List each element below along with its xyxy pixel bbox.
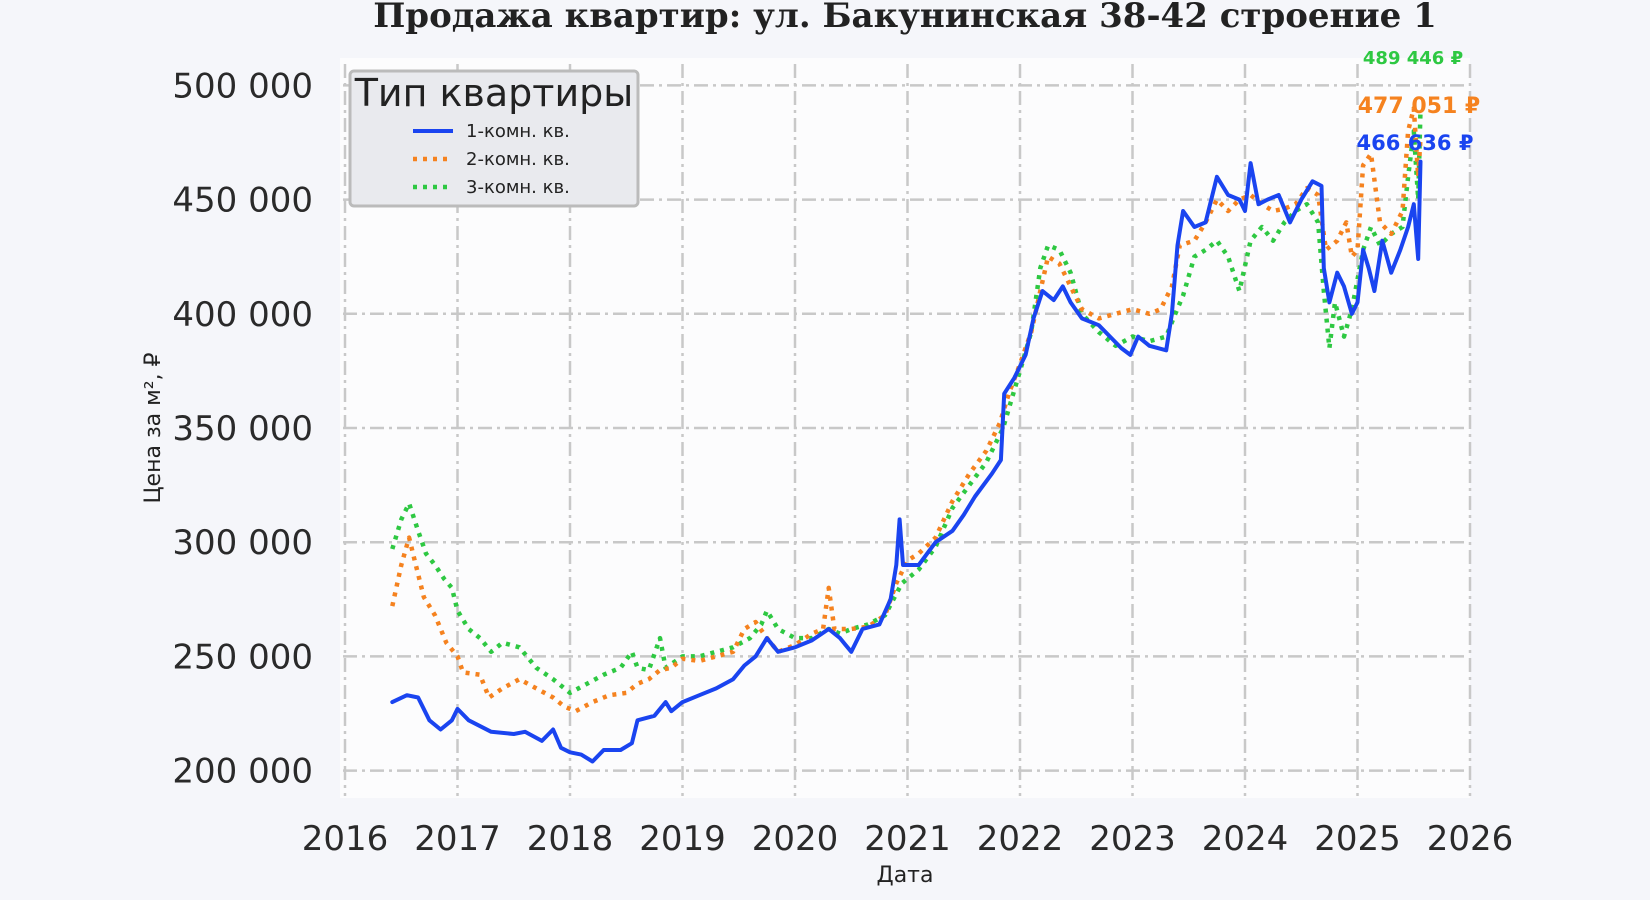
x-tick-label: 2025 xyxy=(1314,819,1401,859)
y-axis-label: Цена за м², ₽ xyxy=(141,352,166,503)
end-value-label-1: 466 636 ₽ xyxy=(1357,131,1474,155)
series-layer xyxy=(390,105,1423,764)
x-tick-label: 2017 xyxy=(414,819,501,859)
chart-title: Продажа квартир: ул. Бакунинская 38-42 с… xyxy=(373,0,1437,36)
legend-label-3: 3-комн. кв. xyxy=(466,177,570,198)
end-labels: 466 636 ₽ 477 051 ₽ 489 446 ₽ xyxy=(1357,48,1481,155)
x-tick-label: 2024 xyxy=(1202,819,1289,859)
x-tick-label: 2026 xyxy=(1427,819,1514,859)
series-line-2 xyxy=(390,105,1423,714)
legend: Тип квартиры 1-комн. кв. 2-комн. кв. 3-ком… xyxy=(348,69,640,208)
y-tick-label: 350 000 xyxy=(172,409,313,449)
legend-title: Тип квартиры xyxy=(354,71,634,115)
y-tick-label: 500 000 xyxy=(172,66,313,106)
y-tick-label: 250 000 xyxy=(172,637,313,677)
series-line-1 xyxy=(390,159,1423,764)
x-tick-label: 2023 xyxy=(1089,819,1176,859)
y-tick-label: 200 000 xyxy=(172,752,313,792)
x-tick-label: 2020 xyxy=(752,819,839,859)
legend-label-1: 1-комн. кв. xyxy=(466,121,570,142)
end-value-label-2: 477 051 ₽ xyxy=(1358,94,1480,119)
x-tick-label: 2018 xyxy=(527,819,614,859)
y-tick-label: 450 000 xyxy=(172,181,313,221)
legend-items: 1-комн. кв. 2-комн. кв. 3-комн. кв. xyxy=(413,121,570,198)
legend-label-2: 2-комн. кв. xyxy=(466,149,570,170)
ticks: 2016 2017 2018 2019 2020 2021 2022 2023 2024 2025… xyxy=(172,66,1513,859)
legend-box xyxy=(348,69,640,208)
x-axis-label: Дата xyxy=(877,863,934,888)
x-tick-label: 2022 xyxy=(977,819,1064,859)
x-tick-label: 2016 xyxy=(302,819,389,859)
y-tick-label: 400 000 xyxy=(172,295,313,335)
x-tick-label: 2019 xyxy=(639,819,726,859)
end-value-label-3: 489 446 ₽ xyxy=(1363,48,1463,69)
y-tick-label: 300 000 xyxy=(172,523,313,563)
x-tick-label: 2021 xyxy=(864,819,951,859)
series-line-3 xyxy=(390,109,1423,696)
